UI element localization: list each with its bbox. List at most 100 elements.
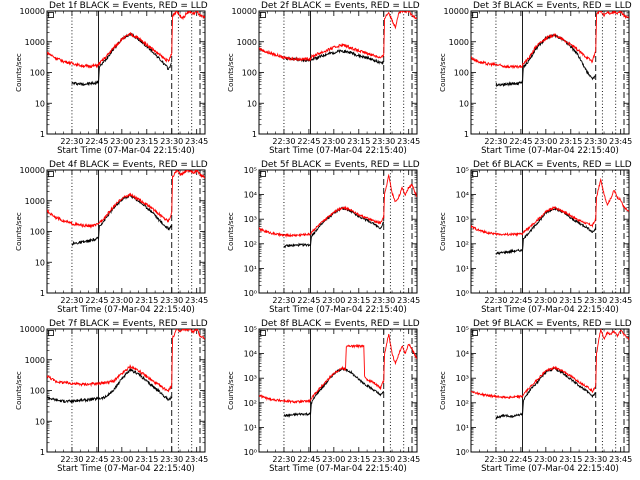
x-tick-label: 23:00: [110, 296, 133, 305]
x-tick-label: 23:30: [160, 296, 183, 305]
panel-9: Det 9f BLACK = Events, RED = LLD 10⁰ 10¹ 10…: [439, 319, 632, 474]
plot-frame: [46, 169, 206, 294]
corner-marker: [48, 330, 54, 336]
x-tick-label: 22:30: [484, 296, 507, 305]
x-tick-label: 22:45: [85, 296, 108, 305]
panel-title: Det 8f BLACK = Events, RED = LLD: [261, 319, 420, 329]
x-tick-label: 23:00: [110, 137, 133, 146]
y-tick-label: 10⁰: [456, 448, 469, 457]
plot-frame: [470, 169, 630, 294]
plot-frame: [46, 328, 206, 453]
series-events-line: [71, 193, 173, 246]
y-tick-label: 10¹: [244, 264, 257, 273]
x-tick-label: 22:45: [85, 455, 108, 464]
y-tick-label: 10000: [444, 7, 469, 16]
x-tick-label: 23:30: [372, 455, 395, 464]
y-tick-label: 10⁴: [456, 191, 469, 200]
y-axis-label: Counts/sec: [15, 53, 23, 92]
y-tick-label: 1000: [237, 38, 257, 47]
x-tick-label: 22:45: [85, 137, 108, 146]
x-tick-label: 22:45: [297, 455, 320, 464]
series-lld-line: [259, 333, 417, 405]
y-axis-label: Counts/sec: [439, 371, 447, 410]
x-tick-label: 23:15: [135, 296, 158, 305]
y-tick-label: 10: [35, 417, 45, 426]
y-tick-label: 100: [454, 69, 469, 78]
panel-5: Det 5f BLACK = Events, RED = LLD 10⁰ 10¹ 10…: [227, 160, 420, 315]
x-tick-label: 23:45: [609, 455, 632, 464]
y-tick-label: 1: [252, 130, 257, 139]
x-tick-label: 23:45: [397, 455, 420, 464]
panel-title: Det 5f BLACK = Events, RED = LLD: [261, 160, 420, 170]
panel-title: Det 3f BLACK = Events, RED = LLD: [473, 1, 632, 11]
y-tick-label: 10¹: [244, 423, 257, 432]
panel-title: Det 1f BLACK = Events, RED = LLD: [49, 1, 208, 11]
y-tick-label: 10¹: [456, 423, 469, 432]
series-events-line: [71, 32, 172, 87]
x-tick-label: 23:15: [135, 137, 158, 146]
x-tick-label: 23:30: [372, 296, 395, 305]
x-tick-label: 22:30: [484, 137, 507, 146]
x-axis-label: Start Time (07-Mar-04 22:15:40): [269, 146, 407, 156]
x-tick-label: 23:15: [347, 296, 370, 305]
panel-6: Det 6f BLACK = Events, RED = LLD 10⁰ 10¹ 10…: [439, 160, 632, 315]
panel-title: Det 6f BLACK = Events, RED = LLD: [473, 160, 632, 170]
y-tick-label: 10²: [244, 399, 257, 408]
plot-frame: [470, 10, 630, 135]
x-tick-label: 22:30: [272, 455, 295, 464]
y-tick-label: 10: [459, 99, 469, 108]
x-tick-label: 23:00: [322, 296, 345, 305]
x-tick-label: 23:45: [397, 137, 420, 146]
y-tick-label: 10000: [20, 325, 45, 334]
y-tick-label: 1: [40, 448, 45, 457]
panel-title: Det 2f BLACK = Events, RED = LLD: [261, 1, 420, 11]
panel-1: Det 1f BLACK = Events, RED = LLD 1 10 100 10…: [15, 1, 208, 156]
y-tick-label: 10: [35, 99, 45, 108]
series-lld-line: [47, 11, 205, 69]
series-lld-line: [471, 177, 629, 237]
y-tick-label: 10³: [244, 215, 257, 224]
series-lld-line: [471, 11, 629, 70]
x-tick-label: 23:30: [584, 455, 607, 464]
x-axis-label: Start Time (07-Mar-04 22:15:40): [481, 305, 619, 315]
y-tick-label: 10⁰: [244, 289, 257, 298]
panel-title: Det 9f BLACK = Events, RED = LLD: [473, 319, 632, 329]
series-events-line: [495, 366, 597, 420]
x-tick-label: 22:30: [60, 296, 83, 305]
y-tick-label: 10²: [456, 240, 469, 249]
series-events-line: [495, 33, 597, 88]
y-tick-label: 10⁵: [456, 325, 469, 334]
plot-frame: [258, 328, 418, 453]
y-tick-label: 10⁴: [456, 350, 469, 359]
y-axis-label: Counts/sec: [227, 371, 235, 410]
x-tick-label: 23:15: [347, 455, 370, 464]
series-lld-line: [259, 11, 417, 62]
x-tick-label: 23:00: [534, 137, 557, 146]
y-tick-label: 100: [30, 228, 45, 237]
series-events-line: [283, 206, 385, 249]
series-events-line: [47, 367, 173, 404]
y-axis-label: Counts/sec: [227, 212, 235, 251]
y-tick-label: 100: [242, 69, 257, 78]
y-axis-label: Counts/sec: [15, 371, 23, 410]
plot-frame: [258, 169, 418, 294]
y-tick-label: 10: [35, 258, 45, 267]
x-tick-label: 23:45: [609, 137, 632, 146]
series-events-line: [495, 206, 597, 256]
x-tick-label: 23:45: [397, 296, 420, 305]
panel-4: Det 4f BLACK = Events, RED = LLD 1 10 100 10…: [15, 160, 208, 315]
panel-2: Det 2f BLACK = Events, RED = LLD 1 10 100 10…: [227, 1, 420, 156]
x-tick-label: 22:45: [297, 296, 320, 305]
plot-frame: [470, 328, 630, 453]
x-tick-label: 23:00: [322, 137, 345, 146]
series-lld-line: [47, 170, 205, 229]
x-axis-label: Start Time (07-Mar-04 22:15:40): [57, 305, 195, 315]
y-tick-label: 10⁵: [244, 325, 257, 334]
corner-marker: [48, 171, 54, 177]
x-tick-label: 23:30: [160, 137, 183, 146]
y-tick-label: 1000: [449, 38, 469, 47]
x-tick-label: 23:15: [559, 296, 582, 305]
y-tick-label: 1000: [25, 197, 45, 206]
y-tick-label: 10: [247, 99, 257, 108]
series-events-line: [283, 366, 385, 418]
